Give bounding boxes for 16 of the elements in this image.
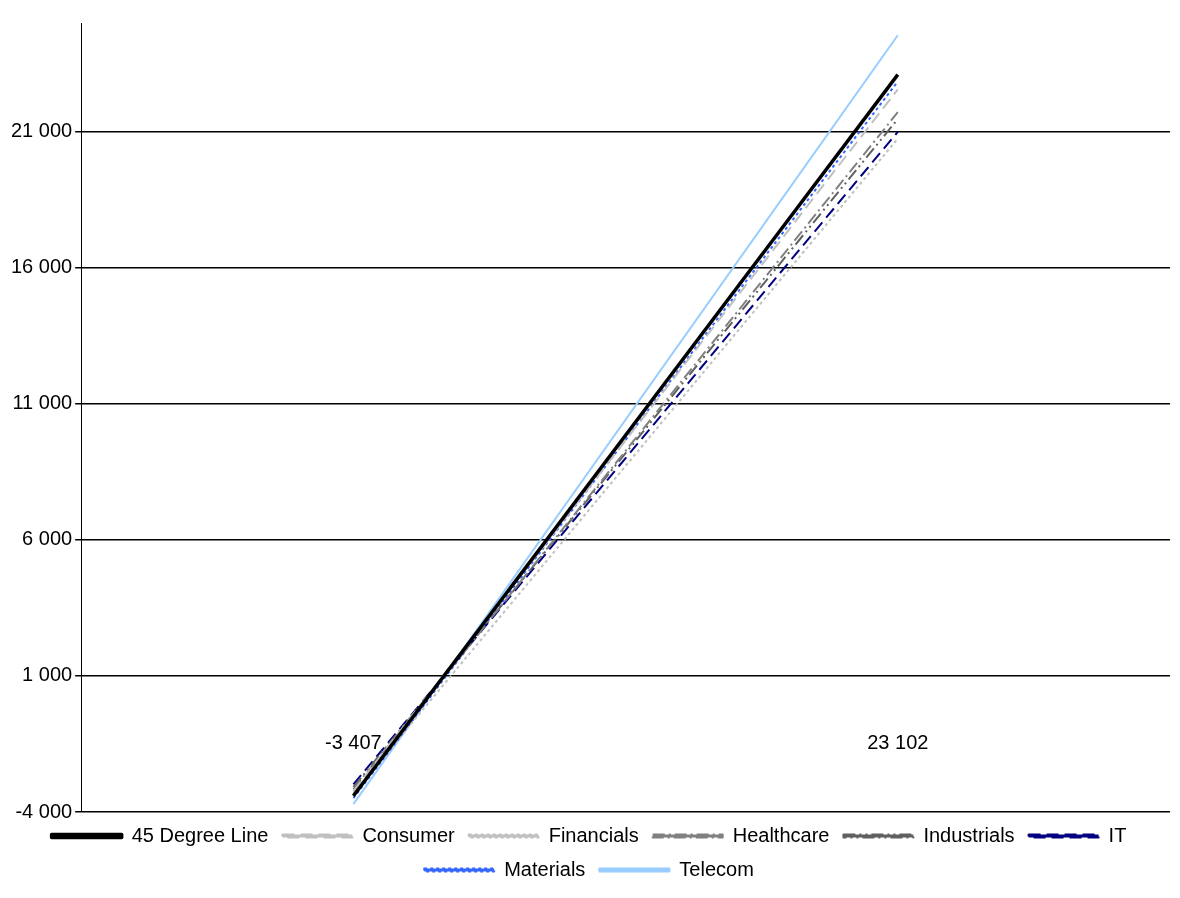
legend-label: Consumer bbox=[362, 823, 456, 846]
legend-label: Telecom bbox=[679, 857, 754, 880]
legend-label: 45 Degree Line bbox=[131, 823, 269, 846]
y-tick-label: -4 000 bbox=[15, 799, 73, 822]
y-tick-label: 16 000 bbox=[11, 255, 73, 278]
legend-label: IT bbox=[1108, 823, 1127, 846]
y-tick-label: 21 000 bbox=[11, 119, 73, 142]
y-tick-label: 6 000 bbox=[22, 527, 73, 550]
y-tick-label: 1 000 bbox=[22, 663, 73, 686]
legend-label: Industrials bbox=[923, 823, 1015, 846]
x-tick-label: 23 102 bbox=[867, 730, 929, 753]
legend-label: Materials bbox=[504, 857, 586, 880]
x-tick-label: -3 407 bbox=[325, 730, 382, 753]
legend-label: Healthcare bbox=[732, 823, 830, 846]
y-tick-label: 11 000 bbox=[12, 391, 73, 414]
legend-label: Financials bbox=[548, 823, 639, 846]
